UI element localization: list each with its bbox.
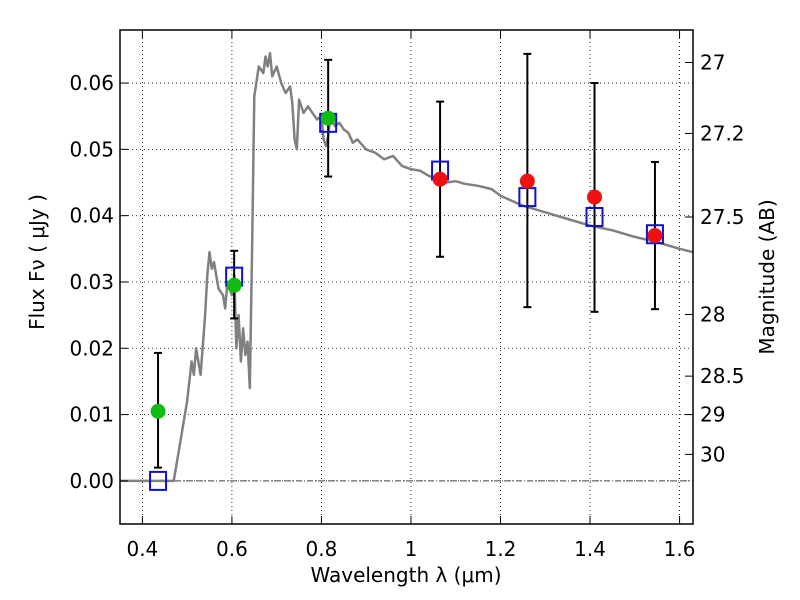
y-axis-ticks: 0.00 0.01 0.02 0.03 0.04 0.05 0.06: [69, 71, 128, 493]
observed-photometry-point: [519, 173, 535, 189]
magnitude-tick-label: 27.5: [700, 205, 745, 229]
model-spectrum-line: [120, 51, 693, 483]
observed-photometry-point: [432, 171, 448, 187]
observed-photometry-point: [587, 189, 603, 205]
magnitude-tick-label: 27: [700, 50, 725, 74]
magnitude-tick-label: 28: [700, 302, 725, 326]
magnitude-axis-title: Magnitude (AB): [755, 199, 779, 354]
magnitude-tick-label: 30: [700, 442, 725, 466]
magnitude-tick-label: 27.2: [700, 121, 745, 145]
x-tick-label: 0.6: [216, 537, 248, 561]
y-tick-label: 0.00: [69, 469, 114, 493]
y-tick-label: 0.03: [69, 270, 114, 294]
x-tick-label: 1: [405, 537, 418, 561]
model-photometry-square: [149, 470, 168, 491]
observed-photometry-markers: [150, 110, 663, 419]
plot-frame: [119, 29, 694, 525]
y-tick-label: 0.06: [69, 71, 114, 95]
x-tick-label: 1.6: [664, 537, 696, 561]
magnitude-tick-label: 29: [700, 403, 725, 427]
y-tick-label: 0.01: [69, 403, 114, 427]
magnitude-tick-label: 28.5: [700, 364, 745, 388]
plot-area: [120, 30, 693, 524]
model-photometry-square: [645, 224, 664, 245]
y-axis-title: Flux Fν ( μJy ): [25, 194, 49, 330]
x-tick-label: 1.2: [485, 537, 517, 561]
observed-photometry-point: [226, 277, 242, 293]
observed-photometry-point: [320, 110, 336, 126]
model-photometry-square: [585, 206, 604, 227]
observed-photometry-point: [647, 228, 663, 244]
y-tick-label: 0.05: [69, 137, 114, 161]
x-axis-title: Wavelength λ (μm): [310, 563, 501, 587]
observed-photometry-point: [150, 403, 166, 419]
x-tick-label: 0.4: [126, 537, 158, 561]
magnitude-axis-ticks: 27 27.2 27.5 28 28.5 29 30: [685, 50, 745, 466]
x-tick-label: 1.4: [574, 537, 606, 561]
model-photometry-markers: [149, 112, 664, 491]
y-tick-label: 0.04: [69, 204, 114, 228]
x-axis-ticks: 0.4 0.6 0.8 1 1.2 1.4 1.6: [126, 30, 695, 561]
y-tick-label: 0.02: [69, 336, 114, 360]
plot-layer: [120, 51, 693, 483]
x-tick-label: 0.8: [306, 537, 338, 561]
